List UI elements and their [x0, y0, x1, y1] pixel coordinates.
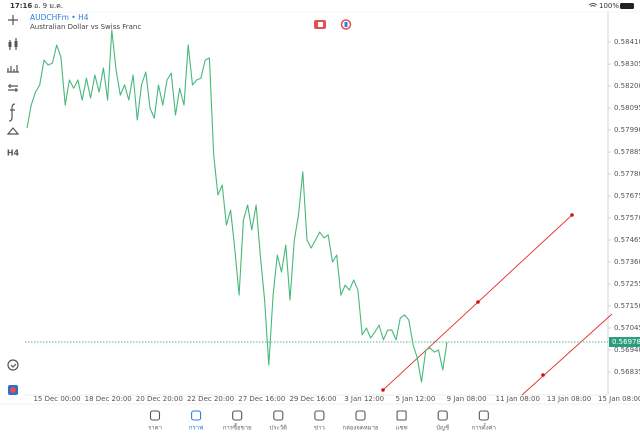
x-tick-label: 9 Jan 08:00	[447, 395, 487, 403]
tab[interactable]: การซื้อขาย	[223, 410, 252, 432]
trend-anchor[interactable]	[476, 300, 480, 304]
tab-icon	[191, 410, 202, 421]
x-tick-label: 20 Dec 20:00	[136, 395, 183, 403]
symbol[interactable]: AUDCHFm • H4	[30, 13, 89, 22]
current-price-tag	[609, 337, 640, 348]
buy-button-icon	[344, 22, 348, 27]
left-toolbar: H4	[6, 15, 20, 395]
candle-icon	[8, 42, 12, 47]
y-tick-label: 0.57885	[614, 148, 640, 156]
broker-logo-mark	[10, 387, 16, 393]
trend-anchor[interactable]	[541, 373, 545, 377]
tab-icon	[149, 410, 161, 421]
tab-icon	[314, 410, 325, 421]
status-time: 17:16	[10, 2, 32, 10]
tab-label: บัญชี	[436, 424, 449, 432]
tab-label: กราฟ	[189, 425, 203, 432]
tab[interactable]: การตั้งค่า	[472, 410, 496, 432]
x-tick-label: 3 Jan 12:00	[344, 395, 384, 403]
x-tick-label: 22 Dec 20:00	[187, 395, 234, 403]
tab[interactable]: ประวัติ	[270, 410, 288, 432]
wifi-icon	[588, 3, 598, 7]
indicators-tool[interactable]	[8, 84, 18, 92]
candle-icon	[14, 41, 18, 47]
y-tick-label: 0.58095	[614, 104, 640, 112]
tab[interactable]: กล่องจดหมาย	[342, 410, 379, 432]
tab-label: การซื้อขาย	[223, 422, 252, 432]
trend-line[interactable]	[521, 313, 613, 396]
trend-anchor[interactable]	[570, 213, 574, 217]
x-tick-label: 15 Dec 00:00	[33, 395, 80, 403]
y-tick-label: 0.57255	[614, 280, 640, 288]
tab-label: การตั้งค่า	[472, 422, 496, 432]
function-tool[interactable]	[8, 103, 16, 122]
tab-label: ประวัติ	[270, 425, 288, 432]
tab[interactable]: ข่าว	[314, 410, 325, 432]
y-tick-label: 0.57045	[614, 324, 640, 332]
x-tick-label: 5 Jan 12:00	[395, 395, 435, 403]
y-tick-label: 0.57675	[614, 192, 640, 200]
volume-tool[interactable]	[7, 65, 19, 73]
timeframe-button[interactable]: H4	[7, 149, 20, 158]
symbol-description: Australian Dollar vs Swiss Franc	[30, 23, 141, 31]
objects-tool[interactable]	[6, 127, 20, 135]
y-tick-label: 0.56835	[614, 368, 640, 376]
tab-icon	[437, 410, 448, 421]
sell-button-icon	[318, 22, 323, 27]
trend-lines	[381, 213, 613, 396]
x-tick-label: 15 Jan 08:00	[598, 395, 640, 403]
battery-icon	[620, 3, 634, 9]
y-tick-label: 0.57465	[614, 236, 640, 244]
tab-icon	[478, 410, 489, 421]
tab-icon	[273, 410, 284, 421]
current-price-label: 0.56978	[612, 338, 640, 346]
price-line	[26, 29, 448, 383]
tab-label: ข่าว	[314, 425, 325, 432]
tab-icon	[355, 410, 366, 421]
crosshair-tool[interactable]	[8, 15, 18, 25]
battery-level: 100%	[599, 2, 619, 10]
y-tick-label: 0.58305	[614, 60, 640, 68]
history-tool[interactable]	[7, 359, 19, 371]
tab[interactable]: บัญชี	[436, 410, 449, 432]
buy-button[interactable]	[340, 19, 352, 30]
history-icon	[10, 363, 17, 368]
trend-anchor[interactable]	[381, 388, 385, 392]
x-tick-label: 11 Jan 08:00	[496, 395, 540, 403]
tab-label: ราคา	[148, 425, 162, 432]
x-tick-label: 27 Dec 16:00	[238, 395, 285, 403]
tab-icon	[396, 410, 407, 421]
tab-label: แชท	[396, 425, 408, 432]
tab[interactable]: ราคา	[148, 410, 162, 432]
x-tick-label: 29 Dec 16:00	[289, 395, 336, 403]
x-tick-label: 13 Jan 08:00	[547, 395, 591, 403]
tab[interactable]: แชท	[396, 410, 408, 432]
x-tick-label: 18 Dec 20:00	[85, 395, 132, 403]
tab[interactable]: กราฟ	[189, 410, 203, 432]
status-date: อ. 9 ม.ค.	[34, 2, 63, 10]
tab-icon	[232, 410, 243, 421]
tab-label: กล่องจดหมาย	[342, 425, 378, 432]
